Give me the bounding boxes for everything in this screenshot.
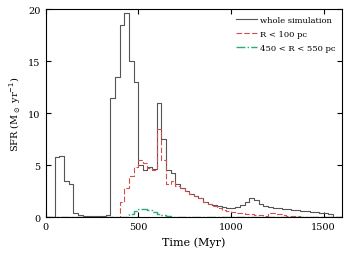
Y-axis label: SFR (M$_\odot$ yr$^{-1}$): SFR (M$_\odot$ yr$^{-1}$) <box>7 76 23 151</box>
X-axis label: Time (Myr): Time (Myr) <box>162 236 225 247</box>
Legend: whole simulation, R < 100 pc, 450 < R < 550 pc: whole simulation, R < 100 pc, 450 < R < … <box>233 14 338 55</box>
